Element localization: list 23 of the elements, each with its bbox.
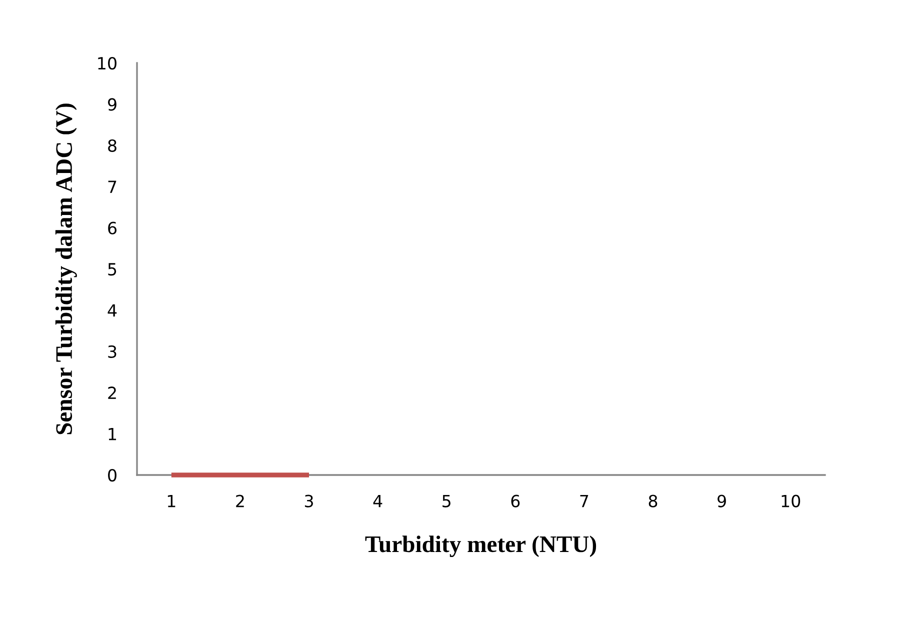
y-tick-label: 1 — [108, 428, 116, 440]
y-tick-label: 8 — [108, 139, 116, 152]
x-tick-label: 3 — [304, 494, 313, 508]
x-tick-label: 8 — [648, 494, 658, 508]
x-tick-label: 10 — [782, 494, 800, 508]
x-tick-label: 6 — [511, 494, 520, 508]
x-axis-title: Turbidity meter (NTU) — [365, 536, 596, 558]
x-tick-label: 5 — [442, 494, 450, 508]
x-tick-label: 2 — [236, 494, 244, 508]
x-tick-label: 9 — [718, 494, 726, 508]
y-tick-label: 4 — [108, 304, 117, 317]
y-tick-label: 0 — [108, 468, 116, 482]
y-tick-label: 2 — [108, 386, 116, 399]
x-tick-label: 4 — [373, 494, 382, 508]
x-tick-label: 7 — [580, 494, 588, 508]
y-tick-label: 3 — [108, 345, 116, 358]
y-tick-label: 10 — [98, 56, 116, 70]
x-tick-label: 1 — [168, 494, 176, 508]
y-tick-label: 6 — [108, 222, 117, 234]
y-tick-label: 7 — [108, 180, 116, 193]
y-tick-label: 9 — [108, 98, 116, 111]
y-axis-title: Sensor Turbidity dalam ADC (V) — [55, 104, 77, 434]
y-tick-label: 5 — [108, 263, 116, 276]
